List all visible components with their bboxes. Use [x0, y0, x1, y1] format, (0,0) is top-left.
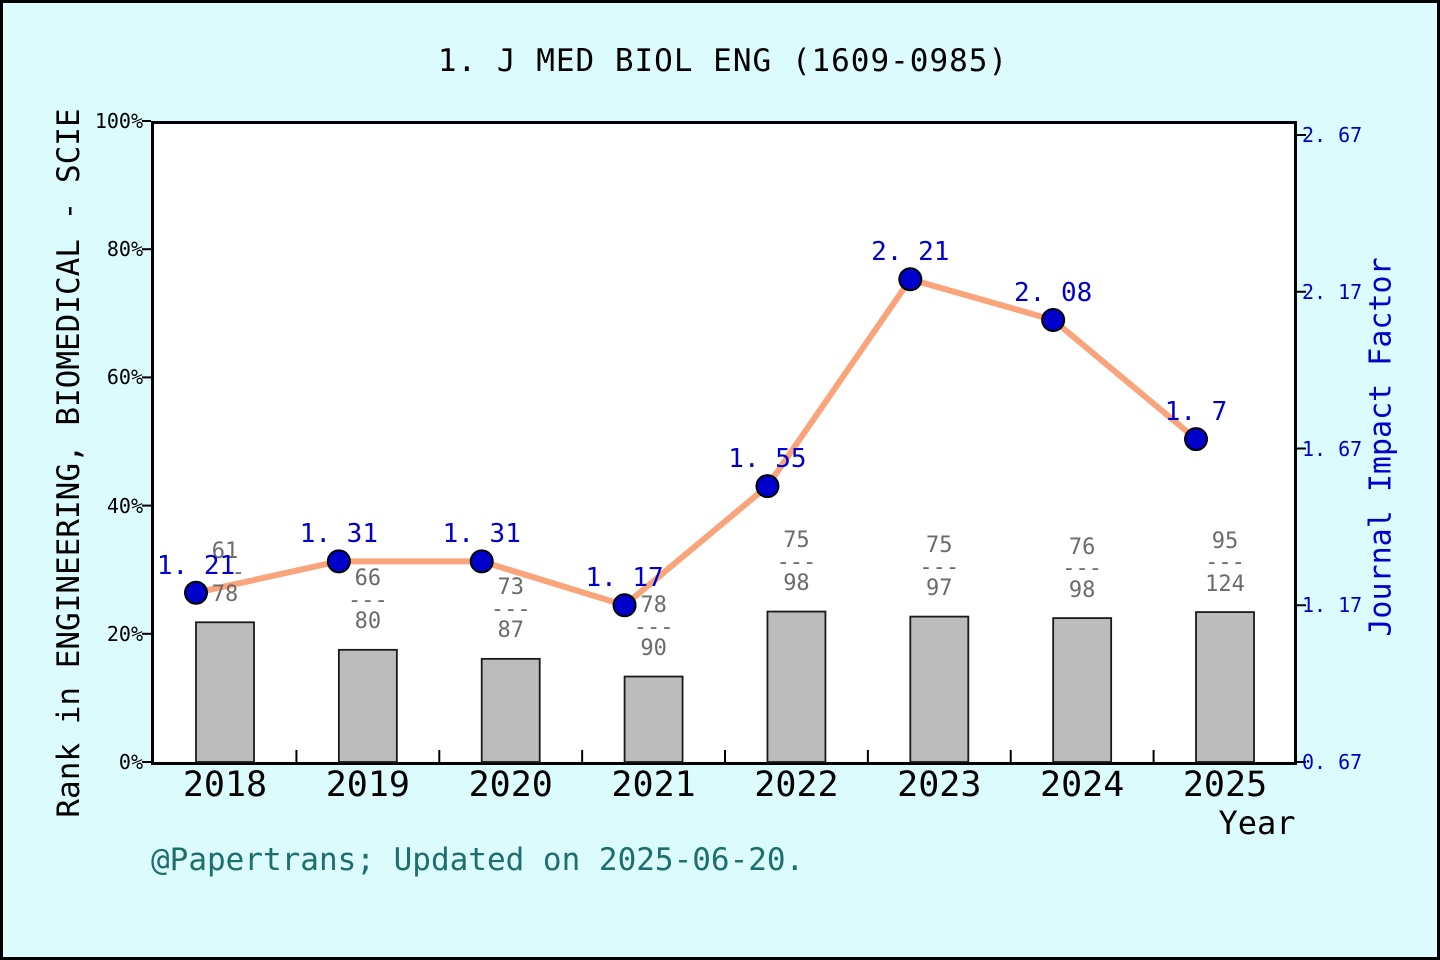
fraction-row: ---: [776, 549, 817, 575]
year-label-2021: 2021: [611, 765, 696, 805]
fraction-row: ---: [490, 596, 531, 622]
if-value-label-2018: 1. 21: [156, 550, 236, 581]
left-tick-label: 40%: [106, 493, 143, 518]
if-value-label-2023: 2. 21: [871, 237, 950, 268]
left-tick-label: 20%: [106, 621, 143, 646]
if-value-label-2022: 1. 55: [728, 444, 807, 475]
year-label-2023: 2023: [897, 765, 982, 805]
left-axis-title: Rank in ENGINEERING, BIOMEDICAL - SCIE: [51, 108, 87, 818]
left-tick-label: 100%: [94, 109, 143, 133]
data-point-2023: [898, 267, 923, 292]
fraction-row: 95: [1211, 528, 1239, 554]
right-tick-label: 1. 67: [1302, 436, 1363, 461]
right-axis-title: Journal Impact Factor: [1363, 257, 1399, 637]
left-tick-label: 60%: [106, 365, 143, 390]
data-point-2021: [612, 593, 637, 618]
chart-title: 1. J MED BIOL ENG (1609-0985): [437, 43, 1009, 79]
fraction-row: 90: [640, 636, 667, 662]
fraction-row: 124: [1205, 571, 1245, 597]
data-point-2019: [326, 549, 351, 574]
year-label-2019: 2019: [325, 765, 410, 805]
rank-fraction-2021: 78 --- 90: [594, 595, 714, 660]
fraction-row: 66: [354, 566, 382, 592]
bar-2018: [195, 621, 255, 763]
bar-2023: [909, 615, 970, 763]
fraction-row: ---: [1205, 550, 1245, 576]
if-value-label-2025: 1. 7: [1164, 397, 1228, 428]
rank-fraction-2025: 95 --- 124: [1165, 528, 1285, 597]
fraction-row: 98: [1068, 577, 1096, 603]
bar-2021: [623, 675, 684, 763]
x-axis-title: Year: [1218, 804, 1296, 842]
bar-2024: [1052, 617, 1113, 763]
year-label-2018: 2018: [182, 765, 268, 805]
right-tick-label: 2. 17: [1302, 279, 1363, 304]
fraction-row: 98: [783, 571, 810, 597]
right-tick-label: 1. 17: [1302, 593, 1363, 618]
fraction-row: ---: [919, 554, 960, 580]
right-tick-label: 0. 67: [1302, 750, 1363, 774]
bar-2019: [337, 648, 398, 763]
rank-fraction-2020: 73 --- 87: [451, 577, 571, 642]
if-value-label-2020: 1. 31: [442, 519, 521, 550]
fraction-row: 75: [926, 533, 953, 559]
left-tick-label: 0%: [118, 750, 143, 774]
rank-fraction-2022: 75 --- 98: [736, 530, 856, 595]
right-tick-label: 2. 67: [1302, 123, 1363, 147]
data-point-2020: [469, 549, 494, 574]
impact-factor-line: [193, 276, 1200, 609]
fraction-row: ---: [633, 614, 674, 640]
fraction-row: 75: [783, 528, 810, 554]
rank-fraction-2024: 76 --- 98: [1022, 534, 1142, 603]
fraction-row: 61: [211, 538, 239, 564]
fraction-row: 97: [926, 576, 953, 602]
data-point-2022: [755, 474, 780, 499]
bar-2022: [766, 610, 827, 763]
year-label-2020: 2020: [468, 765, 553, 805]
if-value-label-2024: 2. 08: [1014, 277, 1093, 308]
data-point-2025: [1184, 427, 1209, 452]
fraction-row: 87: [497, 618, 524, 644]
data-point-2024: [1041, 307, 1066, 332]
bar-2025: [1195, 611, 1255, 763]
chart-graphics: [142, 120, 1306, 763]
rank-fraction-2018: 61 --- 78: [165, 541, 285, 606]
fraction-row: 78: [211, 581, 239, 607]
data-point-2018: [184, 580, 208, 605]
fraction-row: 73: [497, 575, 524, 601]
fraction-row: ---: [1062, 556, 1103, 582]
year-label-2022: 2022: [754, 765, 839, 805]
bar-2020: [480, 657, 541, 763]
fraction-row: ---: [205, 560, 245, 586]
if-value-label-2021: 1. 17: [585, 563, 664, 594]
year-label-2024: 2024: [1040, 765, 1125, 805]
rank-fraction-2023: 75 --- 97: [879, 535, 999, 600]
year-label-2025: 2025: [1182, 765, 1268, 805]
fraction-row: 78: [640, 593, 667, 619]
fraction-row: ---: [347, 587, 388, 613]
rank-fraction-2019: 66 --- 80: [308, 568, 428, 633]
fraction-row: 80: [354, 609, 382, 635]
watermark-text: @Papertrans; Updated on 2025-06-20.: [151, 842, 805, 878]
fraction-row: 76: [1068, 534, 1096, 560]
left-tick-label: 80%: [106, 237, 143, 262]
if-value-label-2019: 1. 31: [299, 519, 378, 550]
